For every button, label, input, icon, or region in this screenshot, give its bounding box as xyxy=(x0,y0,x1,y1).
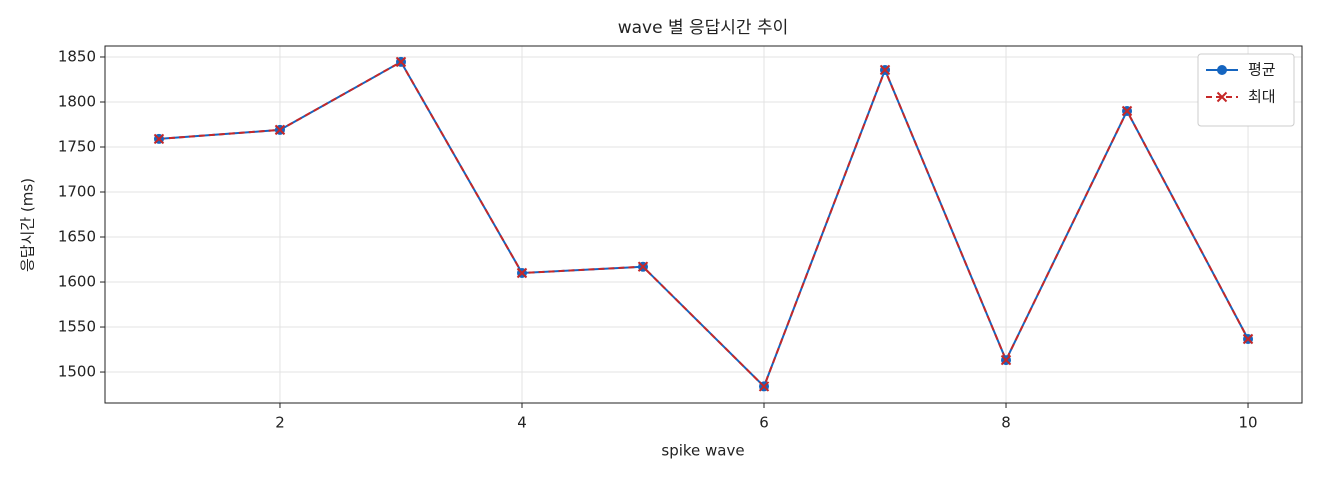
x-tick-label: 2 xyxy=(275,414,285,432)
data-point xyxy=(516,267,528,279)
y-tick-label: 1550 xyxy=(58,318,96,336)
y-tick-label: 1700 xyxy=(58,183,96,201)
data-point xyxy=(395,56,407,68)
legend-marker xyxy=(1216,91,1228,103)
data-point xyxy=(1121,105,1133,117)
series-line xyxy=(158,60,1249,389)
y-tick-label: 1600 xyxy=(58,273,96,291)
x-tick-label: 10 xyxy=(1238,414,1257,432)
y-tick-label: 1750 xyxy=(58,137,96,155)
data-point xyxy=(1242,333,1254,345)
y-axis-label: 응답시간 (ms) xyxy=(19,178,37,272)
series-line xyxy=(158,60,1249,389)
legend-label: 최대 xyxy=(1248,88,1276,106)
y-tick-label: 1850 xyxy=(58,47,96,65)
legend-label: 평균 xyxy=(1248,61,1276,79)
y-tick-label: 1800 xyxy=(58,92,96,110)
legend-marker xyxy=(1217,65,1227,75)
x-tick-label: 4 xyxy=(517,414,527,432)
x-axis-label: spike wave xyxy=(661,442,744,460)
data-point xyxy=(637,261,649,272)
plot-frame xyxy=(104,45,1303,404)
data-point xyxy=(274,124,286,136)
data-point xyxy=(153,133,165,145)
y-tick-label: 1650 xyxy=(58,228,96,246)
x-tick-label: 6 xyxy=(759,414,769,432)
data-point xyxy=(1000,354,1012,366)
chart-title: wave 별 응답시간 추이 xyxy=(618,18,789,38)
y-tick-label: 1500 xyxy=(58,363,96,381)
data-point xyxy=(879,64,891,76)
data-point xyxy=(758,381,770,392)
legend-box xyxy=(1197,53,1295,127)
x-tick-label: 8 xyxy=(1001,414,1011,432)
